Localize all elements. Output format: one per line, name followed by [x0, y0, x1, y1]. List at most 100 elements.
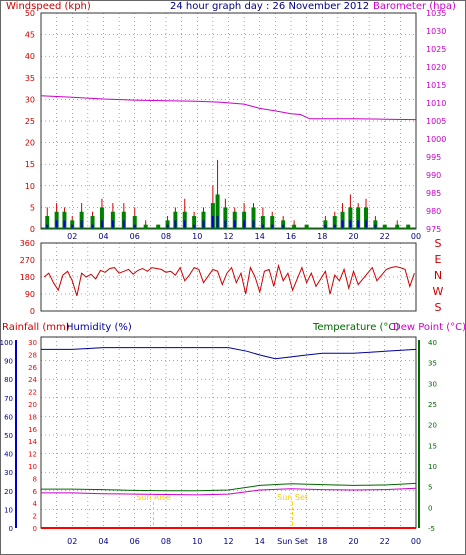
x-tick-label: 00 [411, 537, 421, 546]
direction-tick-label: 360 [20, 239, 35, 248]
x-tick-label: 12 [223, 537, 233, 546]
x-tick-label: 06 [130, 232, 140, 241]
barometer-tick-label: 980 [426, 207, 441, 216]
temperature-tick-label: -5 [428, 525, 435, 533]
temp-panel-grid [41, 337, 416, 528]
wind-average-bar [111, 220, 114, 229]
rainfall-tick-label: 12 [28, 451, 37, 459]
wind-average-bar [333, 224, 336, 229]
wind-gust-bar [356, 207, 361, 229]
x-tick-label: 14 [255, 537, 265, 546]
wind-gust-bar [251, 207, 256, 229]
compass-label: N [434, 269, 442, 282]
x-tick-label: 08 [161, 537, 171, 546]
wind-gust-bar [156, 224, 161, 229]
barometer-tick-label: 1025 [426, 45, 446, 54]
wind-average-bar [216, 216, 219, 229]
rainfall-tick-label: 2 [33, 513, 37, 521]
x-tick-label: 02 [67, 537, 77, 546]
windspeed-tick-label: 10 [25, 182, 35, 191]
temp-panel-x-tick-labels: 02 04 06 08 10 12 14 Sun Set 18 20 22 00 [67, 537, 421, 546]
humidity-tick-label: 40 [4, 451, 13, 459]
barometer-axis-title: Barometer (hpa) [373, 1, 456, 12]
dewpoint-axis-title: Dew Point (°C) [393, 322, 466, 333]
barometer-tick-label: 975 [426, 225, 441, 234]
wind-gust-bar [364, 207, 368, 229]
wind-average-bar [80, 220, 83, 229]
humidity-tick-label: 0 [9, 525, 13, 533]
wind-gust-bar [99, 207, 104, 229]
wind-average-bar [365, 220, 367, 229]
wind-gust-bar [270, 216, 275, 229]
humidity-tick-label: 50 [4, 432, 13, 440]
direction-tick-label: 180 [20, 273, 35, 282]
humidity-tick-label: 60 [4, 413, 13, 421]
wind-average-bar [71, 224, 74, 229]
x-tick-label: 14 [255, 232, 265, 241]
barometer-tick-label: 1010 [426, 99, 446, 108]
wind-gust-bar [395, 224, 400, 229]
wind-average-bar [282, 224, 285, 229]
rainfall-tick-label: 26 [28, 364, 37, 372]
temp-panel-frame [40, 336, 417, 529]
windspeed-tick-label: 35 [25, 74, 35, 83]
wind-average-bar [341, 220, 344, 229]
sun-rise-label: Sun Rise [136, 493, 171, 502]
wind-average-bar [91, 224, 94, 229]
temperature-tick-label: 25 [428, 401, 437, 409]
wind-average-bar [224, 220, 227, 229]
x-tick-label: 08 [161, 232, 171, 241]
temperature-tick-label: 30 [428, 380, 437, 388]
direction-tick-label: 270 [20, 256, 35, 265]
windspeed-tick-label: 5 [30, 203, 35, 212]
x-tick-label: 04 [98, 232, 108, 241]
sun-set-tick-label: Sun Set [277, 537, 308, 546]
wind-average-bar [133, 224, 136, 229]
wind-average-bar [166, 224, 169, 229]
wind-gust-bar [304, 224, 309, 229]
humidity-tick-label: 80 [4, 376, 13, 384]
rainfall-tick-label: 18 [28, 413, 37, 421]
wind-average-bar [252, 220, 255, 229]
temperature-tick-labels: 40 35 30 25 20 15 10 5 0 -5 [428, 339, 437, 533]
x-tick-label: 18 [317, 232, 327, 241]
compass-label: W [433, 285, 444, 298]
wind-gust-bar [332, 216, 337, 229]
windspeed-tick-label: 45 [25, 31, 35, 40]
rainfall-tick-label: 0 [33, 525, 37, 533]
rainfall-tick-label: 24 [28, 376, 37, 384]
wind-average-bar [211, 216, 214, 229]
wind-direction-line [43, 263, 415, 297]
wind-series [41, 159, 416, 229]
wind-gust-bar [192, 216, 197, 229]
barometer-tick-labels: 1035 1030 1025 1020 1015 1010 1005 1000 995 990 98… [426, 9, 446, 234]
temperature-tick-label: 15 [428, 442, 437, 450]
wind-average-bar [261, 224, 264, 229]
wind-average-bar [46, 224, 49, 229]
barometer-tick-label: 1015 [426, 81, 446, 90]
temperature-tick-label: 10 [428, 463, 437, 471]
rainfall-axis-title: Rainfall (mm) [2, 322, 70, 333]
wind-average-bar [349, 220, 352, 229]
rainfall-tick-label: 14 [28, 438, 37, 446]
humidity-line [41, 347, 417, 360]
direction-tick-label: 90 [25, 290, 35, 299]
wind-average-bar [243, 220, 246, 229]
direction-tick-labels: 360 270 180 90 0 [20, 239, 35, 316]
temperature-tick-label: 5 [428, 484, 432, 492]
sun-markers: Sun Rise Sun Set [136, 493, 308, 528]
temperature-axis-bar [418, 340, 420, 528]
x-tick-label: 18 [317, 537, 327, 546]
x-tick-label: 20 [348, 537, 358, 546]
rainfall-tick-label: 6 [33, 488, 38, 496]
wind-average-bar [100, 220, 103, 229]
direction-tick-label: 0 [30, 307, 35, 316]
x-tick-label: 22 [380, 232, 390, 241]
x-tick-label: 22 [380, 537, 390, 546]
wind-average-bar [271, 224, 274, 229]
wind-gust-bar [45, 216, 50, 229]
x-tick-label: 10 [192, 232, 202, 241]
dewpoint-line [41, 487, 417, 496]
humidity-axis-bar [15, 340, 17, 528]
